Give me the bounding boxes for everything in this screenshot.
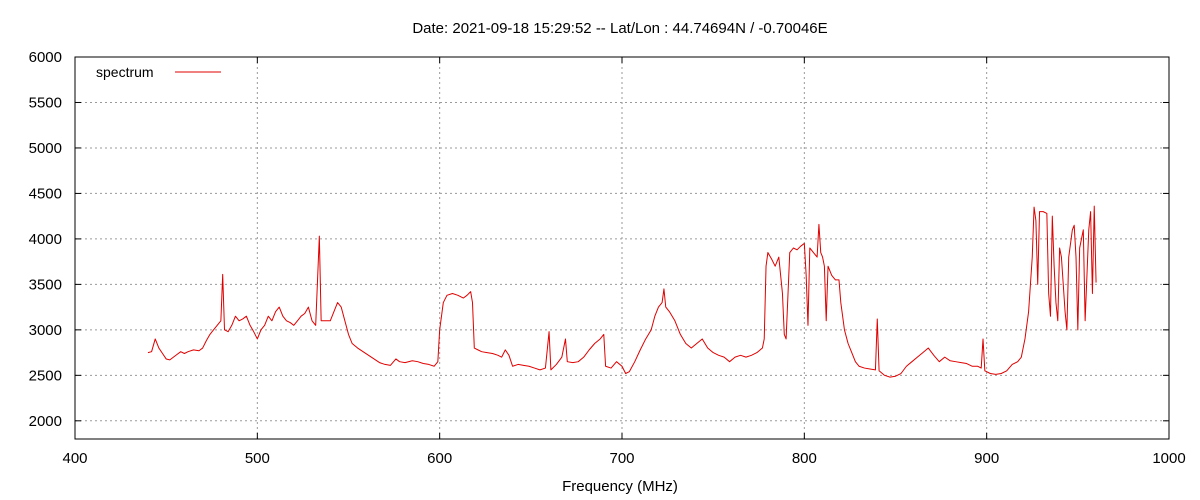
y-tick-label: 2000	[29, 413, 62, 430]
x-tick-label: 800	[792, 450, 817, 467]
y-tick-label: 4500	[29, 185, 62, 202]
y-tick-label: 5500	[29, 94, 62, 111]
x-axis-label: Frequency (MHz)	[562, 478, 678, 495]
x-tick-label: 500	[245, 450, 270, 467]
x-tick-label: 400	[62, 450, 87, 467]
y-tick-label: 3000	[29, 322, 62, 339]
x-tick-label: 700	[609, 450, 634, 467]
x-tick-label: 1000	[1152, 450, 1185, 467]
data-layer	[147, 205, 1097, 378]
y-tick-label: 5000	[29, 140, 62, 157]
legend: spectrum	[96, 64, 221, 80]
tick-labels: 400 500 600 700 800 900 1000 2000 2500 3000 3500 40…	[29, 49, 1186, 467]
axis-ticks	[74, 56, 1170, 439]
y-tick-label: 3500	[29, 276, 62, 293]
y-tick-label: 6000	[29, 49, 62, 66]
chart-title: Date: 2021-09-18 15:29:52 -- Lat/Lon : 4…	[412, 20, 827, 37]
x-tick-label: 900	[974, 450, 999, 467]
series-line-spectrum	[147, 205, 1097, 378]
y-tick-label: 4000	[29, 231, 62, 248]
x-tick-label: 600	[427, 450, 452, 467]
y-tick-label: 2500	[29, 367, 62, 384]
legend-label: spectrum	[96, 64, 154, 80]
